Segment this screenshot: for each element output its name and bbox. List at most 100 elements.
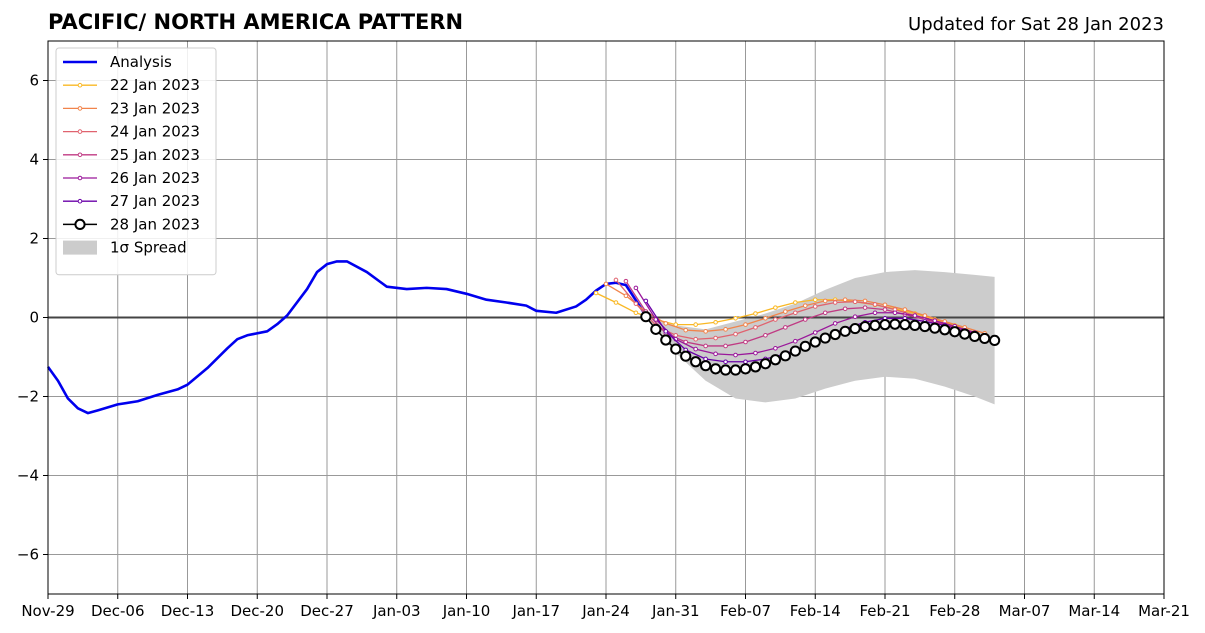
- series-point-28jan: [690, 356, 702, 368]
- series-point-forecast: [743, 322, 748, 327]
- series-line-forecast: [605, 283, 985, 334]
- legend-box: [55, 47, 217, 276]
- series-point-forecast: [812, 297, 818, 303]
- y-tick-label: 6: [29, 72, 39, 90]
- series-point-28jan: [909, 319, 921, 331]
- series-point-forecast: [812, 304, 818, 309]
- series-point-28jan: [640, 311, 652, 323]
- series-point-forecast: [862, 298, 868, 304]
- legend: Analysis 22 Jan 2023 23 Jan 2023 24 Jan 202…: [55, 47, 217, 276]
- series-point-forecast: [842, 306, 848, 312]
- series-point-forecast: [783, 309, 788, 314]
- legend-marker: [77, 106, 83, 111]
- series-point-forecast: [822, 298, 828, 304]
- legend-label: 23 Jan 2023: [110, 99, 200, 117]
- series-point-forecast: [693, 336, 698, 342]
- chart-subtitle: Updated for Sat 28 Jan 2023: [908, 14, 1164, 35]
- x-tick-label: Dec-13: [161, 602, 215, 620]
- series-point-forecast: [832, 321, 838, 326]
- legend-marker: [77, 198, 83, 204]
- legend-marker: [77, 129, 83, 134]
- series-point-28jan: [729, 364, 742, 376]
- series-point-28jan: [779, 350, 791, 362]
- x-tick-label: Feb-07: [720, 602, 771, 620]
- series-point-forecast: [683, 327, 689, 333]
- y-tick-label: 2: [29, 230, 39, 248]
- series-point-forecast: [783, 325, 788, 330]
- x-tick-label: Feb-28: [929, 602, 980, 620]
- series-point-28jan: [710, 363, 722, 375]
- legend-label: 26 Jan 2023: [110, 169, 200, 187]
- series-point-28jan: [929, 322, 941, 334]
- series-point-28jan: [799, 340, 811, 352]
- series-point-forecast: [922, 313, 928, 318]
- series-point-28jan: [670, 343, 682, 355]
- x-tick-label: Feb-14: [790, 602, 841, 620]
- series-point-28jan: [879, 319, 891, 331]
- series-point-forecast: [882, 307, 888, 312]
- series-point-forecast: [723, 359, 728, 365]
- series-point-forecast: [603, 281, 609, 287]
- legend-marker: [77, 152, 83, 158]
- y-tick-label: −6: [17, 546, 39, 564]
- series-point-forecast: [872, 302, 878, 307]
- series-point-28jan: [719, 364, 732, 376]
- legend-label: 22 Jan 2023: [110, 76, 200, 94]
- x-tick-label: Jan-03: [372, 602, 421, 620]
- series-point-forecast: [902, 307, 908, 312]
- legend-label: 24 Jan 2023: [110, 123, 200, 141]
- series-point-28jan: [660, 334, 672, 346]
- x-tick-label: Feb-21: [859, 602, 910, 620]
- legend-marker: [77, 82, 83, 88]
- x-tick-label: Nov-29: [21, 602, 74, 620]
- series-point-forecast: [852, 299, 858, 305]
- series-point-forecast: [852, 314, 858, 320]
- series-point-28jan: [959, 328, 971, 340]
- series-point-28jan: [819, 332, 831, 344]
- series-point-28jan: [949, 326, 961, 338]
- series-point-28jan: [989, 334, 1001, 347]
- series-point-28jan: [829, 328, 841, 341]
- series-point-forecast: [693, 346, 698, 352]
- series-point-forecast: [743, 359, 748, 365]
- chart-title: PACIFIC/ NORTH AMERICA PATTERN: [48, 10, 463, 34]
- series-point-forecast: [753, 311, 758, 316]
- legend-label: 27 Jan 2023: [110, 192, 200, 210]
- series-point-forecast: [753, 325, 758, 330]
- series-point-28jan: [749, 361, 762, 373]
- series-point-forecast: [713, 351, 718, 357]
- series-point-forecast: [773, 305, 778, 310]
- y-tick-label: 0: [29, 309, 39, 327]
- x-tick-label: Mar-21: [1138, 602, 1190, 620]
- series-point-forecast: [763, 332, 768, 338]
- x-tick-label: Jan-10: [442, 602, 491, 620]
- series-point-28jan: [759, 358, 772, 370]
- x-tick-label: Jan-24: [581, 602, 630, 620]
- series-point-forecast: [773, 346, 778, 351]
- series-point-forecast: [713, 335, 718, 341]
- series-point-forecast: [802, 317, 808, 322]
- series-point-28jan: [849, 322, 861, 335]
- x-tick-label: Mar-14: [1068, 602, 1120, 620]
- legend-label: Analysis: [110, 53, 172, 71]
- series-point-28jan: [979, 332, 991, 345]
- series-point-forecast: [633, 310, 639, 316]
- legend-label: 1σ Spread: [110, 239, 187, 257]
- series-point-forecast: [703, 329, 708, 334]
- series-point-28jan: [969, 330, 981, 343]
- series-point-forecast: [613, 277, 619, 283]
- series-point-forecast: [663, 321, 669, 326]
- series-point-forecast: [793, 310, 798, 316]
- series-point-forecast: [793, 338, 798, 344]
- series-point-28jan: [939, 324, 951, 336]
- x-tick-label: Jan-31: [651, 602, 700, 620]
- series-point-28jan: [809, 336, 821, 348]
- series-lines: [46, 260, 1001, 415]
- series-point-28jan: [789, 345, 801, 357]
- series-line-analysis: [46, 260, 647, 415]
- series-point-forecast: [872, 310, 878, 316]
- series-point-forecast: [623, 293, 629, 299]
- x-tick-label: Dec-27: [300, 602, 354, 620]
- series-point-forecast: [643, 298, 649, 304]
- series-point-forecast: [593, 290, 599, 296]
